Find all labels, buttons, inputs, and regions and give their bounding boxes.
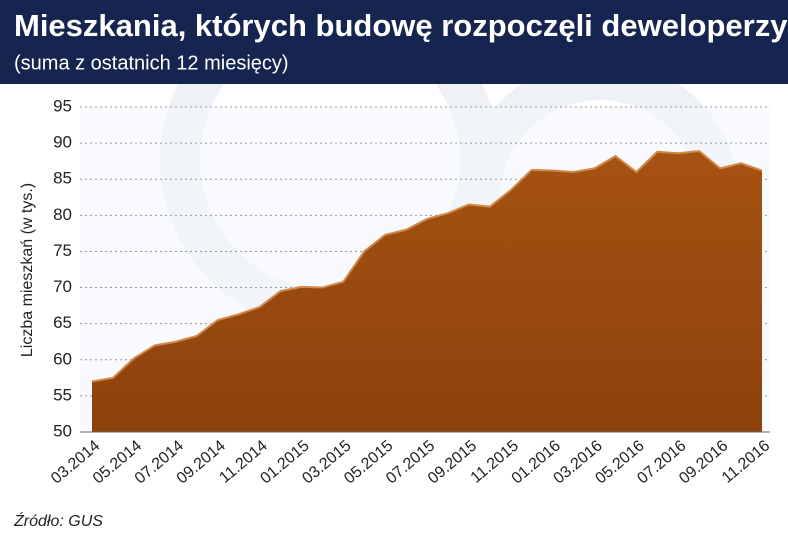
y-tick-label: 85 <box>53 169 72 188</box>
y-tick-label: 50 <box>53 421 72 440</box>
y-tick-label: 70 <box>53 277 72 296</box>
area <box>92 151 762 433</box>
y-axis-label: Liczba mieszkań (w tys.) <box>19 183 36 357</box>
y-tick-label: 65 <box>53 313 72 332</box>
chart-title: Mieszkania, których budowę rozpoczęli de… <box>14 8 788 43</box>
chart-subtitle: (suma z ostatnich 12 miesięcy) <box>14 52 289 74</box>
area-edge <box>91 150 763 383</box>
y-tick-label: 95 <box>53 96 72 115</box>
y-tick-label: 55 <box>53 385 72 404</box>
y-tick-label: 60 <box>53 349 72 368</box>
source: Źródło: GUS <box>13 511 103 530</box>
y-tick-label: 90 <box>53 133 72 152</box>
y-tick-label: 80 <box>53 205 72 224</box>
y-tick-label: 75 <box>53 241 72 260</box>
header <box>0 0 788 84</box>
